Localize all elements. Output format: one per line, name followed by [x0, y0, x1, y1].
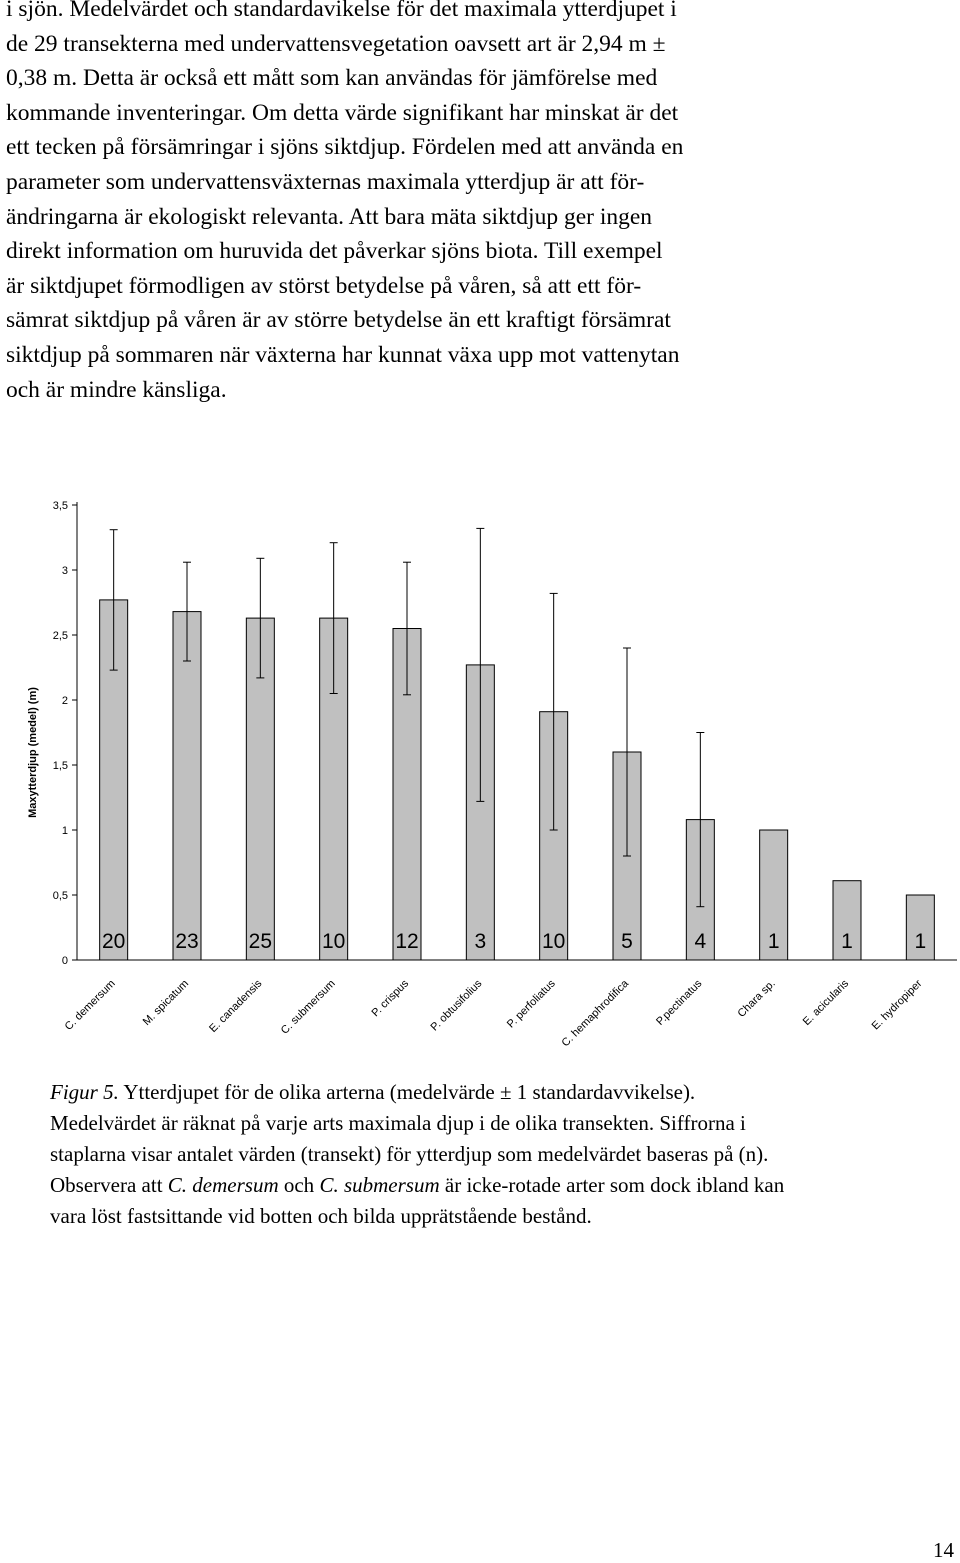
bar: [172, 611, 202, 961]
n-count-label: 25: [249, 930, 272, 953]
body-line: direkt information om huruvida det påver…: [6, 238, 663, 265]
bar: [905, 894, 935, 961]
n-count-label: 4: [694, 930, 706, 953]
n-count-label: 5: [621, 930, 633, 953]
body-line: är siktdjupet förmodligen av störst bety…: [6, 272, 642, 299]
body-line: sämrat siktdjup på våren är av större be…: [6, 307, 671, 334]
x-category-label: E. hydropiper: [870, 977, 925, 1032]
x-category-label: C. demersum: [63, 978, 118, 1033]
body-line: parameter som undervattensväxternas maxi…: [6, 168, 645, 195]
x-category-label: P. perfoliatus: [505, 977, 558, 1030]
body-line: ett tecken på försämringar i sjöns siktd…: [6, 134, 684, 161]
x-category-label: M. spicatum: [141, 978, 191, 1028]
y-tick-label: 2: [62, 695, 68, 707]
x-category-label: P. crispus: [369, 977, 411, 1019]
figure-caption: Figur 5. Ytterdjupet för de olika artern…: [50, 1077, 955, 1232]
n-count-label: 20: [102, 930, 125, 953]
caption-text: Medelvärdet är räknat på varje arts maxi…: [50, 1111, 746, 1135]
bar: [832, 880, 862, 961]
body-line: och är mindre känsliga.: [6, 376, 227, 403]
y-tick-label: 0: [62, 955, 68, 967]
y-axis-title: Maxytterdjup (medel) (m): [27, 687, 39, 818]
y-tick-label: 3: [62, 565, 68, 577]
x-category-label: E. acicularis: [801, 977, 852, 1028]
n-count-label: 3: [474, 930, 486, 953]
n-count-label: 12: [395, 930, 418, 953]
caption-text: vara löst fastsittande vid botten och bi…: [50, 1204, 592, 1228]
caption-line: Medelvärdet är räknat på varje arts maxi…: [50, 1108, 955, 1139]
n-count-label: 10: [542, 930, 565, 953]
body-line: siktdjup på sommaren när växterna har ku…: [6, 341, 680, 368]
y-tick-label: 1,5: [53, 760, 68, 772]
caption-text: och: [278, 1173, 320, 1197]
n-count-label: 1: [914, 930, 926, 953]
caption-italic-text: C. submersum: [319, 1173, 440, 1197]
y-tick-label: 1: [62, 825, 68, 837]
caption-text: Ytterdjupet för de olika arterna (medelv…: [118, 1080, 696, 1104]
n-count-label: 1: [768, 930, 780, 953]
y-tick-label: 0,5: [53, 890, 68, 902]
caption-text: staplarna visar antalet värden (transekt…: [50, 1142, 769, 1166]
x-category-label: P. obtusifolius: [429, 977, 485, 1033]
body-line: 0,38 m. Detta är också ett mått som kan …: [6, 65, 658, 92]
caption-line: staplarna visar antalet värden (transekt…: [50, 1139, 955, 1170]
body-line: ändringarna är ekologiskt relevanta. Att…: [6, 203, 653, 230]
depth-bar-chart: 0 0,5 1 1,5 2 2,5 3 3,5 Maxytterdjup (medel) (m)…: [27, 500, 957, 1049]
page-number: 14: [933, 1538, 954, 1562]
caption-text: Observera att: [50, 1173, 168, 1197]
y-tick-label: 3,5: [53, 500, 68, 512]
y-tick-label: 2,5: [53, 630, 68, 642]
x-category-label: C. hemaphrodifica: [560, 977, 632, 1049]
caption-italic-text: C. demersum: [167, 1173, 279, 1197]
bar: [759, 829, 789, 961]
caption-text: är icke-rotade arter som dock ibland kan: [439, 1173, 785, 1197]
caption-italic-text: Figur 5.: [50, 1080, 119, 1104]
n-count-label: 1: [841, 930, 853, 953]
x-category-label: C. submersum: [279, 978, 338, 1037]
caption-line: Figur 5. Ytterdjupet för de olika artern…: [50, 1077, 955, 1108]
x-category-label: P.pectinatus: [654, 977, 705, 1028]
n-count-label: 10: [322, 930, 345, 953]
caption-line: Observera att C. demersum och C. submers…: [50, 1170, 955, 1201]
x-category-label: Chara sp.: [736, 978, 778, 1020]
body-paragraph: i sjön. Medelvärdet och standardavikelse…: [6, 0, 951, 407]
x-category-label: E. canadensis: [207, 977, 265, 1035]
n-count-label: 23: [175, 930, 198, 953]
body-line: i sjön. Medelvärdet och standardavikelse…: [6, 0, 677, 22]
body-line: de 29 transekterna med undervattensveget…: [6, 30, 666, 57]
body-line: kommande inventeringar. Om detta värde s…: [6, 99, 679, 126]
caption-line: vara löst fastsittande vid botten och bi…: [50, 1201, 955, 1232]
